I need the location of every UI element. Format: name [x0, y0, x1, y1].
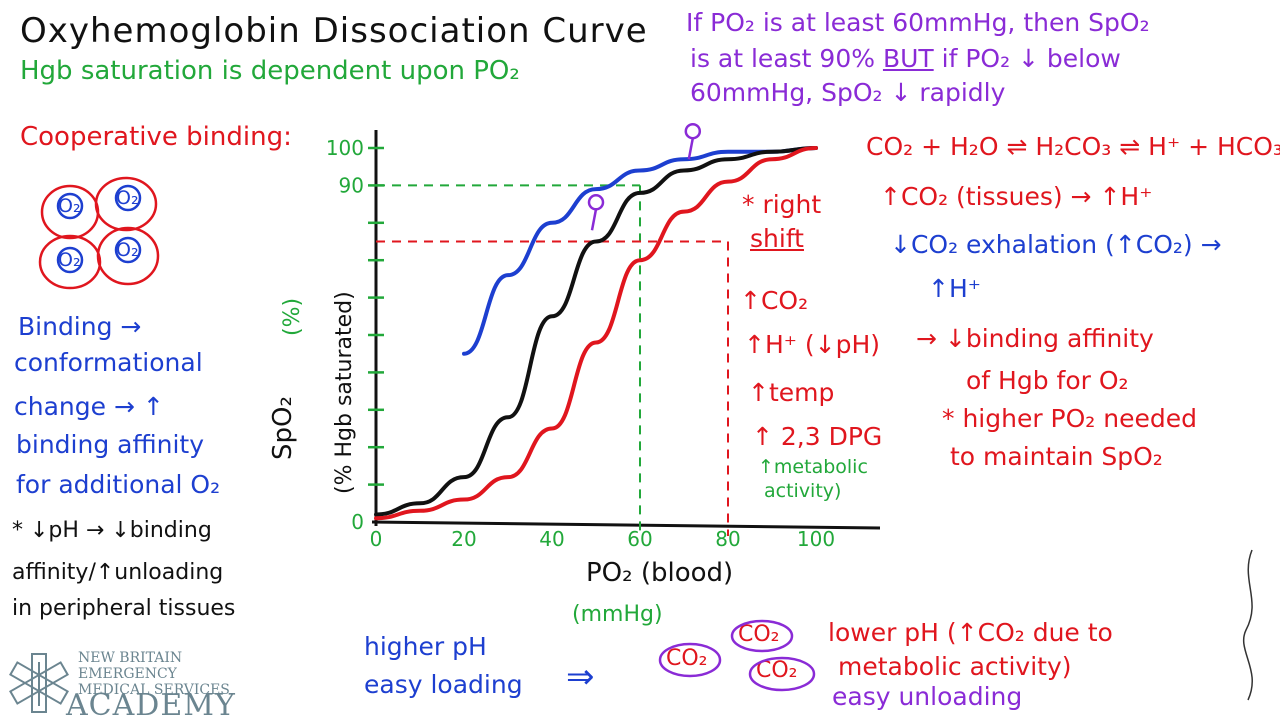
y-tick-label: 90 [339, 173, 364, 197]
y-axis-subtitle: (% Hgb saturated) [332, 291, 357, 494]
o2-label-1: O₂ [58, 195, 81, 217]
x-tick-label: 40 [539, 527, 564, 551]
page-title: Oxyhemoglobin Dissociation Curve [20, 11, 648, 51]
logo-line-3: MEDICAL SERVICES [78, 682, 230, 698]
tissues-note: ↑CO₂ (tissues) → ↑H⁺ [880, 182, 1153, 211]
curve-2 [374, 146, 818, 517]
top-note-90: is at least 90% [690, 44, 875, 73]
top-note-line-2: is at least 90% BUT if PO₂ ↓ below [690, 46, 1121, 71]
cause-dpg: ↑ 2,3 DPG [752, 422, 883, 451]
cause-hplus: ↑H⁺ (↓pH) [744, 330, 881, 359]
binding-note-5: for additional O₂ [16, 470, 221, 499]
metabolic-line-1: ↑metabolic [758, 456, 868, 478]
x-tick-label: 20 [451, 527, 476, 551]
exhalation-note: ↓CO₂ exhalation (↑CO₂) → [890, 230, 1222, 259]
binding-note-3: change → ↑ [14, 392, 164, 421]
co2-bubble-3: CO₂ [756, 658, 798, 683]
h-plus-note: ↑H⁺ [928, 274, 981, 303]
ph-note-1: * ↓pH → ↓binding [12, 518, 212, 543]
marker-pin-stem [687, 137, 695, 160]
x-axis [371, 520, 881, 530]
equation: CO₂ + H₂O ⇌ H₂CO₃ ⇌ H⁺ + HCO₃⁻ [866, 132, 1280, 161]
y-axis-title: SpO₂ [268, 396, 298, 460]
higher-po2-line-2: to maintain SpO₂ [950, 442, 1163, 471]
higher-po2-line-1: * higher PO₂ needed [942, 404, 1198, 433]
top-note-but: BUT [882, 44, 934, 73]
curve-3 [374, 146, 818, 521]
binding-note-4: binding affinity [16, 430, 205, 459]
binding-note-1: Binding → [18, 312, 142, 341]
ph-note-3: in peripheral tissues [12, 596, 236, 621]
signature-mark [1242, 549, 1253, 701]
x-tick-label: 80 [715, 527, 740, 551]
o2-label-3: O₂ [58, 249, 81, 271]
co2-bubble-1: CO₂ [666, 646, 708, 671]
binding-note-2: conformational [14, 348, 203, 377]
cooperative-heading: Cooperative binding: [20, 122, 292, 152]
top-note-below: if PO₂ ↓ below [941, 44, 1121, 73]
higher-ph-label: higher pH [364, 632, 487, 661]
y-tick-label: 100 [326, 136, 364, 160]
cause-temp: ↑temp [748, 378, 835, 407]
affinity-line-1: → ↓binding affinity [916, 324, 1154, 353]
x-axis-title: PO₂ (blood) [586, 558, 734, 588]
top-note-line-1: If PO₂ is at least 60mmHg, then SpO₂ [686, 8, 1150, 37]
logo-academy: ACADEMY [66, 688, 236, 723]
marker-pin-head [587, 194, 605, 211]
curve-1 [462, 146, 818, 356]
logo-line-2: EMERGENCY [78, 666, 177, 682]
lower-ph-line-2: metabolic activity) [838, 652, 1072, 681]
x-axis-unit: (mmHg) [572, 602, 663, 627]
co2-bubble-2: CO₂ [738, 622, 780, 647]
lower-ph-line-1: lower pH (↑CO₂ due to [828, 618, 1113, 647]
logo-line-1: NEW BRITAIN [78, 650, 183, 666]
x-tick-label: 100 [797, 527, 835, 551]
o2-label-4: O₂ [116, 239, 139, 261]
cause-co2: ↑CO₂ [740, 286, 809, 315]
right-shift-label: shift [750, 224, 804, 253]
y-tick-label: 0 [351, 510, 364, 534]
subtitle: Hgb saturation is dependent upon PO₂ [20, 56, 520, 86]
academy-logo: NEW BRITAIN EMERGENCY MEDICAL SERVICES A… [4, 648, 254, 723]
marker-pin-head [684, 122, 702, 140]
star-of-life-icon [9, 653, 69, 713]
top-note-line-3: 60mmHg, SpO₂ ↓ rapidly [690, 78, 1006, 107]
affinity-line-2: of Hgb for O₂ [966, 366, 1129, 395]
x-tick-label: 60 [627, 527, 652, 551]
marker-pin-stem [590, 209, 598, 231]
y-axis-unit: (%) [280, 297, 305, 336]
metabolic-line-2: activity) [764, 480, 842, 502]
easy-loading-label: easy loading [364, 670, 523, 699]
loading-arrow: ⇒ [566, 657, 595, 697]
right-shift-star: * right [742, 190, 822, 219]
easy-unloading-label: easy unloading [832, 682, 1023, 711]
ph-note-2: affinity/↑unloading [12, 560, 224, 585]
o2-label-2: O₂ [116, 187, 139, 209]
x-tick-label: 0 [370, 527, 383, 551]
